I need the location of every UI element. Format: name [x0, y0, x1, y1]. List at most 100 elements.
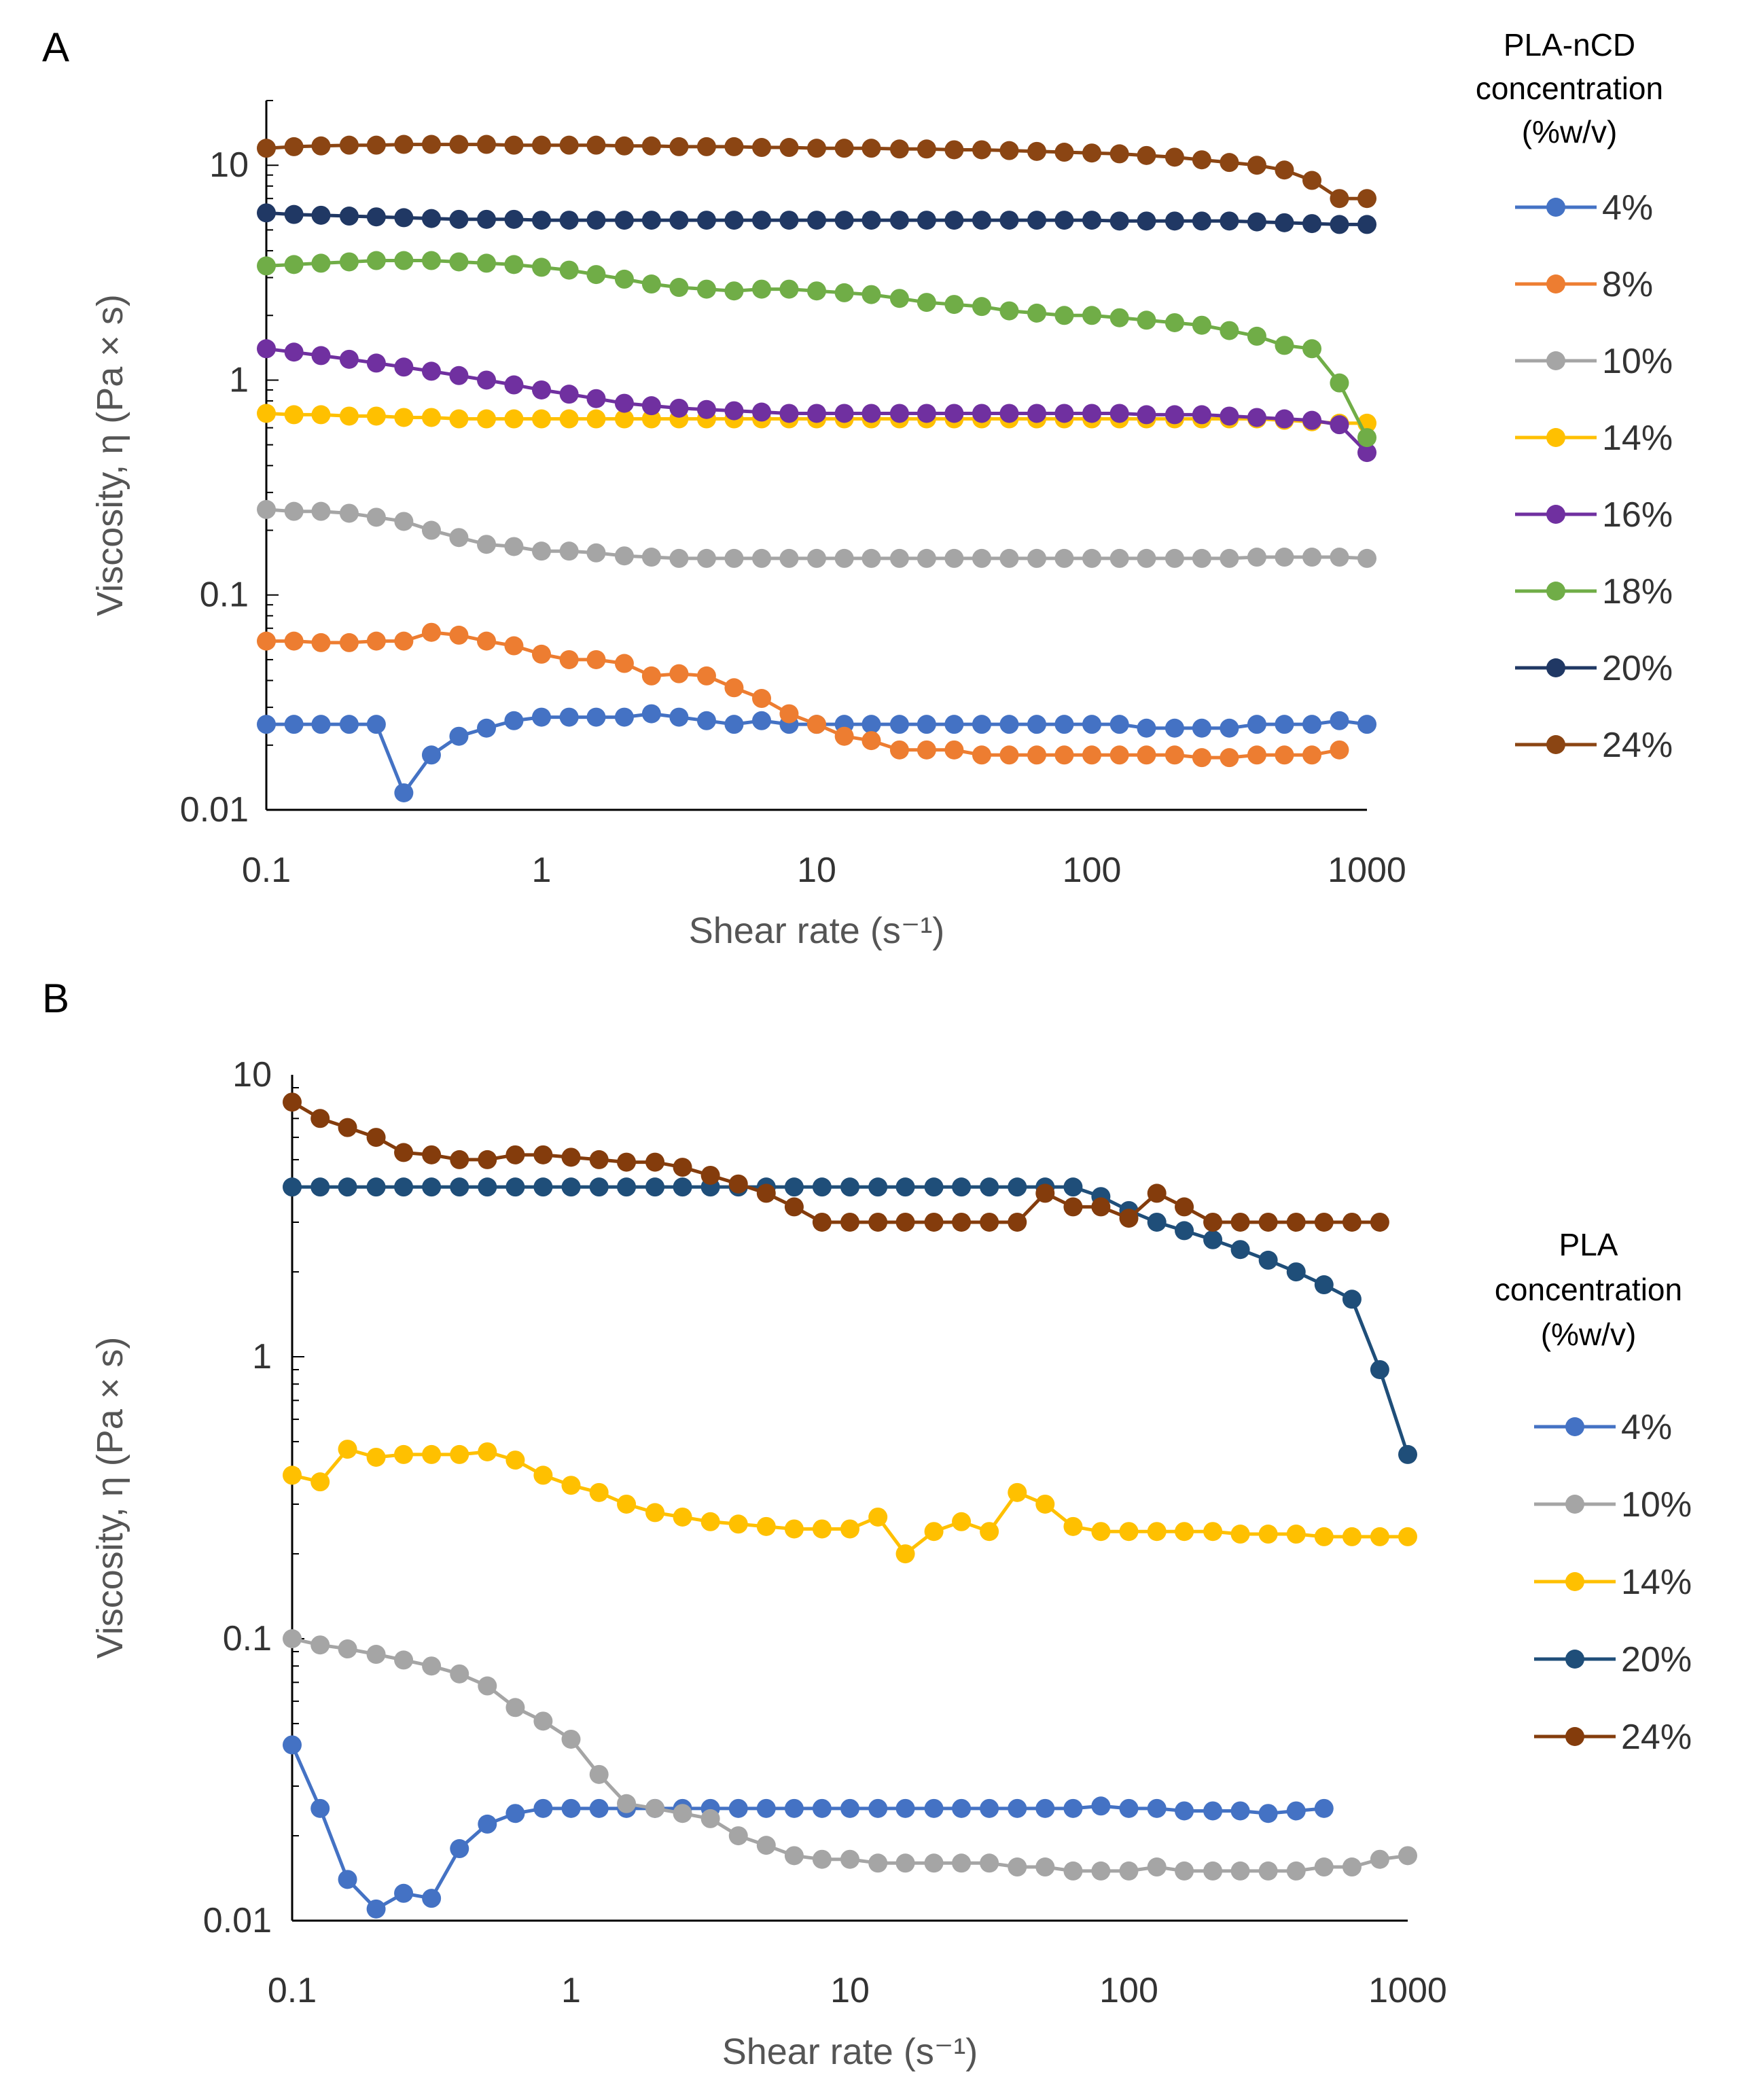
data-point — [952, 1853, 972, 1873]
data-point — [889, 139, 909, 159]
legend-title: PLA-nCD — [1504, 27, 1635, 63]
data-point — [283, 1177, 302, 1197]
data-point — [944, 211, 964, 230]
data-point — [784, 1519, 804, 1539]
data-point — [284, 405, 304, 425]
data-point — [889, 404, 909, 423]
legend-item: 14% — [1515, 419, 1673, 458]
data-point — [283, 1092, 302, 1112]
data-point — [477, 718, 497, 738]
data-point — [889, 740, 909, 760]
data-point — [422, 1889, 442, 1908]
data-point — [421, 520, 441, 540]
chart-b-y-tick-label: 10 — [232, 1055, 272, 1095]
data-point — [944, 715, 964, 734]
data-point — [728, 1798, 748, 1818]
data-point — [895, 1177, 915, 1197]
data-point — [504, 636, 524, 656]
data-point — [645, 1798, 665, 1818]
data-point — [999, 745, 1019, 765]
data-point — [614, 211, 634, 230]
data-point — [504, 135, 524, 155]
legend-label: 14% — [1602, 419, 1673, 458]
data-point — [338, 1639, 357, 1659]
data-point — [952, 1177, 972, 1197]
data-point — [1109, 211, 1129, 231]
data-point — [589, 1482, 609, 1502]
data-point — [696, 137, 716, 156]
data-point — [311, 501, 331, 521]
data-point — [724, 678, 744, 698]
data-point — [1175, 1522, 1194, 1542]
data-point — [840, 1798, 859, 1818]
data-point — [645, 1177, 665, 1197]
data-point — [779, 138, 799, 158]
data-point — [861, 139, 881, 158]
data-point — [284, 137, 304, 156]
data-point — [1175, 1801, 1194, 1821]
data-point — [779, 704, 799, 724]
data-point — [617, 1494, 637, 1514]
data-point — [1314, 1275, 1334, 1295]
data-point — [1147, 1522, 1167, 1542]
legend-label: 16% — [1602, 495, 1673, 535]
data-point — [1027, 303, 1047, 323]
data-point — [1357, 443, 1376, 463]
data-point — [504, 375, 524, 395]
data-point — [779, 279, 799, 299]
data-point — [366, 207, 386, 227]
data-point — [1027, 404, 1047, 423]
data-point — [257, 256, 276, 276]
data-point — [812, 1212, 832, 1232]
data-point — [924, 1798, 944, 1818]
data-point — [1119, 1209, 1139, 1228]
data-point — [366, 1899, 386, 1919]
data-point — [449, 252, 469, 272]
data-point — [504, 711, 524, 730]
data-point — [944, 548, 964, 568]
data-point — [728, 1174, 748, 1194]
data-point — [724, 401, 744, 421]
data-point — [673, 1804, 692, 1823]
data-point — [752, 711, 772, 730]
data-point — [1302, 745, 1322, 765]
data-point — [589, 1177, 609, 1197]
data-point — [1165, 718, 1184, 738]
data-point — [1247, 408, 1266, 427]
data-point — [1330, 373, 1349, 393]
data-point — [1286, 1861, 1306, 1881]
data-point — [589, 1798, 609, 1818]
data-point — [505, 1804, 525, 1823]
data-point — [339, 252, 359, 272]
data-point — [366, 631, 386, 651]
data-point — [861, 548, 881, 568]
data-point — [641, 409, 661, 429]
legend-label: 18% — [1602, 572, 1673, 611]
data-point — [1230, 1240, 1250, 1260]
data-point — [561, 1798, 581, 1818]
data-point — [1054, 404, 1074, 423]
data-point — [559, 135, 579, 155]
data-point — [449, 135, 469, 154]
data-point — [834, 726, 854, 746]
data-point — [1054, 143, 1074, 162]
data-point — [1357, 189, 1376, 209]
data-point — [449, 366, 469, 385]
data-point — [478, 1442, 497, 1461]
data-point — [1175, 1221, 1194, 1241]
data-point — [1054, 548, 1074, 568]
data-point — [924, 1177, 944, 1197]
data-point — [1027, 715, 1047, 734]
data-point — [641, 396, 661, 416]
data-point — [1247, 548, 1266, 567]
data-point — [696, 279, 716, 299]
data-point — [1342, 1289, 1362, 1309]
legend-item: 10% — [1515, 342, 1673, 381]
data-point — [1370, 1212, 1389, 1232]
data-point — [559, 649, 579, 669]
chart-a-series-4pct — [257, 704, 1376, 802]
data-point — [1091, 1522, 1111, 1542]
data-point — [917, 715, 936, 734]
data-point — [861, 404, 881, 423]
data-point — [1286, 1525, 1306, 1544]
